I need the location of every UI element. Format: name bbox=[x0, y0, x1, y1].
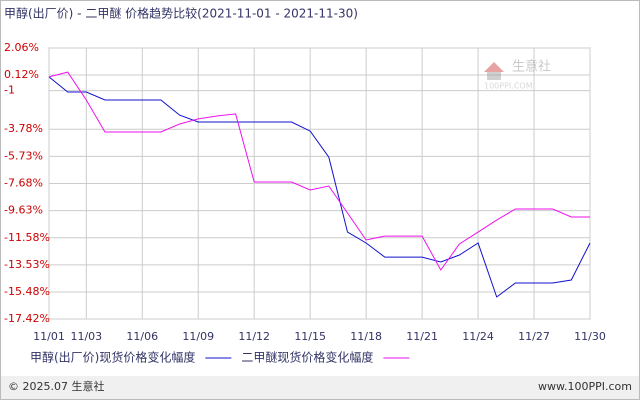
watermark-site: 100PPI.COM bbox=[484, 82, 533, 91]
y-tick-label: -5.73% bbox=[4, 149, 43, 162]
grid bbox=[48, 47, 591, 320]
x-tick-label: 11/24 bbox=[462, 330, 494, 343]
series-line bbox=[48, 76, 591, 298]
series-line bbox=[48, 71, 590, 271]
watermark: 生意社 100PPI.COM bbox=[484, 59, 551, 91]
y-tick-label: -13.53% bbox=[4, 258, 50, 271]
y-tick-label: -1 bbox=[4, 84, 15, 97]
x-tick-label: 11/15 bbox=[294, 330, 326, 343]
watermark-name: 生意社 bbox=[512, 59, 551, 75]
footer-copyright: © 2025.07 生意社 bbox=[8, 379, 104, 393]
x-tick-label: 11/30 bbox=[574, 330, 606, 343]
y-tick-label: -3.78% bbox=[4, 122, 43, 135]
x-tick-label: 11/06 bbox=[126, 330, 158, 343]
y-tick-label: 2.06% bbox=[4, 41, 39, 54]
y-tick-label: -7.68% bbox=[4, 177, 43, 190]
chart-title: 甲醇(出厂价) - 二甲醚 价格趋势比较(2021-11-01 - 2021-1… bbox=[4, 6, 358, 21]
y-tick-label: -15.48% bbox=[4, 285, 50, 298]
legend-label: 甲醇(出厂价)现货价格变化幅度 bbox=[30, 350, 195, 365]
x-tick-label: 11/27 bbox=[518, 330, 550, 343]
x-tick-label: 11/03 bbox=[70, 330, 102, 343]
watermark-icon bbox=[484, 62, 504, 72]
x-tick-label: 11/21 bbox=[406, 330, 438, 343]
x-tick-label: 11/09 bbox=[182, 330, 214, 343]
watermark-icon bbox=[487, 72, 501, 80]
y-tick-label: -11.58% bbox=[4, 231, 50, 244]
y-tick-label: -9.63% bbox=[4, 204, 43, 217]
y-tick-label: 0.12% bbox=[4, 68, 39, 81]
y-tick-label: -17.42% bbox=[4, 312, 50, 325]
footer-site: www.100PPI.com bbox=[538, 380, 632, 393]
footer-band bbox=[1, 376, 639, 399]
x-tick-label: 11/18 bbox=[350, 330, 382, 343]
x-tick-label: 11/12 bbox=[238, 330, 270, 343]
legend-label: 二甲醚现货价格变化幅度 bbox=[241, 350, 373, 365]
x-tick-label: 11/01 bbox=[33, 330, 65, 343]
